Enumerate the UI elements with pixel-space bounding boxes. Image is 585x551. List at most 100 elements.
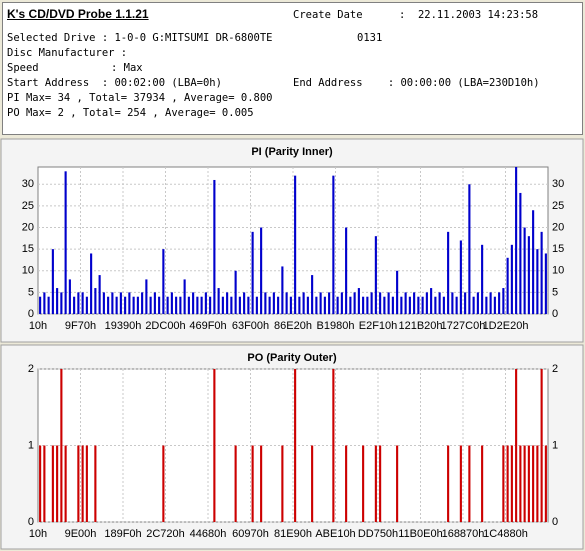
bar: [357, 288, 360, 314]
bar: [370, 292, 373, 314]
bar: [353, 292, 356, 314]
x-tick-label: 11B0E0h: [398, 528, 442, 540]
y2-tick-label: 2: [552, 363, 558, 375]
bar: [481, 244, 484, 314]
bar: [472, 296, 475, 314]
bar: [383, 296, 386, 314]
bar: [209, 296, 212, 314]
bar: [502, 445, 505, 522]
x-tick-label: 168870h: [442, 528, 485, 540]
bar: [179, 296, 182, 314]
bar: [73, 296, 76, 314]
manufacturer: Disc Manufacturer :: [7, 47, 128, 59]
x-tick-label: DD750h: [358, 528, 398, 540]
firmware: 0131: [357, 32, 383, 44]
y-tick-label: 0: [28, 516, 34, 528]
bar: [345, 227, 348, 314]
y2-tick-label: 15: [552, 243, 564, 255]
bar: [502, 288, 505, 314]
bar: [141, 292, 144, 314]
plot-area: [37, 166, 549, 315]
bar: [234, 445, 237, 522]
bar: [430, 288, 433, 314]
bar: [442, 296, 445, 314]
bar: [204, 292, 207, 314]
bar: [455, 296, 458, 314]
chart-title: PI (Parity Inner): [251, 146, 333, 158]
bar: [400, 296, 403, 314]
bar: [264, 292, 267, 314]
bar: [64, 171, 67, 314]
y-tick-label: 2: [28, 363, 34, 375]
bar: [298, 296, 301, 314]
bar: [540, 369, 543, 522]
bar: [213, 179, 216, 314]
bar: [145, 279, 148, 314]
x-tick-label: 1727C0h: [441, 320, 486, 332]
bar: [451, 292, 454, 314]
x-tick-label: ABE10h: [315, 528, 355, 540]
bar: [315, 296, 318, 314]
x-tick-label: 469F0h: [189, 320, 226, 332]
pi-summary: PI Max= 34 , Total= 37934 , Average= 0.8…: [7, 92, 273, 104]
plot-area: [37, 368, 549, 523]
bar: [404, 292, 407, 314]
app-title: K's CD/DVD Probe 1.1.21: [7, 7, 149, 21]
bar: [85, 296, 88, 314]
bar: [459, 240, 462, 314]
x-tick-label: E2F10h: [359, 320, 398, 332]
bar: [417, 296, 420, 314]
po-summary: PO Max= 2 , Total= 254 , Average= 0.005: [7, 107, 254, 119]
bar: [68, 279, 71, 314]
bar: [234, 270, 237, 314]
bar: [519, 445, 522, 522]
speed: : Max: [111, 62, 143, 74]
y2-tick-label: 0: [552, 308, 558, 320]
bar: [226, 292, 229, 314]
bar: [485, 296, 488, 314]
bar: [302, 292, 305, 314]
bar: [379, 292, 382, 314]
x-tick-label: 19390h: [105, 320, 142, 332]
bar: [111, 292, 114, 314]
bar: [289, 296, 292, 314]
create-date-label: Create Date: [293, 9, 363, 21]
bar: [183, 279, 186, 314]
x-tick-label: 189F0h: [104, 528, 141, 540]
bar: [170, 292, 173, 314]
bar: [136, 296, 139, 314]
bar: [396, 445, 399, 522]
bar: [153, 292, 156, 314]
bar: [124, 296, 127, 314]
bar: [238, 296, 241, 314]
y2-tick-label: 20: [552, 221, 564, 233]
bar: [251, 231, 254, 314]
bar: [374, 236, 377, 314]
bar: [408, 296, 411, 314]
bar: [272, 292, 275, 314]
bar: [523, 227, 526, 314]
bar: [196, 296, 199, 314]
report-header: K's CD/DVD Probe 1.1.21 Create Date : 22…: [2, 2, 583, 135]
y2-tick-label: 30: [552, 178, 564, 190]
bar: [434, 296, 437, 314]
y2-tick-label: 10: [552, 265, 564, 277]
bar: [527, 236, 530, 314]
bar: [56, 445, 59, 522]
bar: [493, 296, 496, 314]
bar: [94, 288, 97, 314]
y-tick-label: 20: [22, 221, 34, 233]
bar: [51, 445, 54, 522]
bar: [94, 445, 97, 522]
bar: [260, 227, 263, 314]
bar: [438, 292, 441, 314]
bar: [260, 445, 263, 522]
y-tick-label: 0: [28, 308, 34, 320]
x-tick-label: 1D2E20h: [483, 320, 529, 332]
bar: [107, 296, 110, 314]
bar: [81, 292, 84, 314]
bar: [540, 231, 543, 314]
bar: [319, 292, 322, 314]
y-tick-label: 10: [22, 265, 34, 277]
